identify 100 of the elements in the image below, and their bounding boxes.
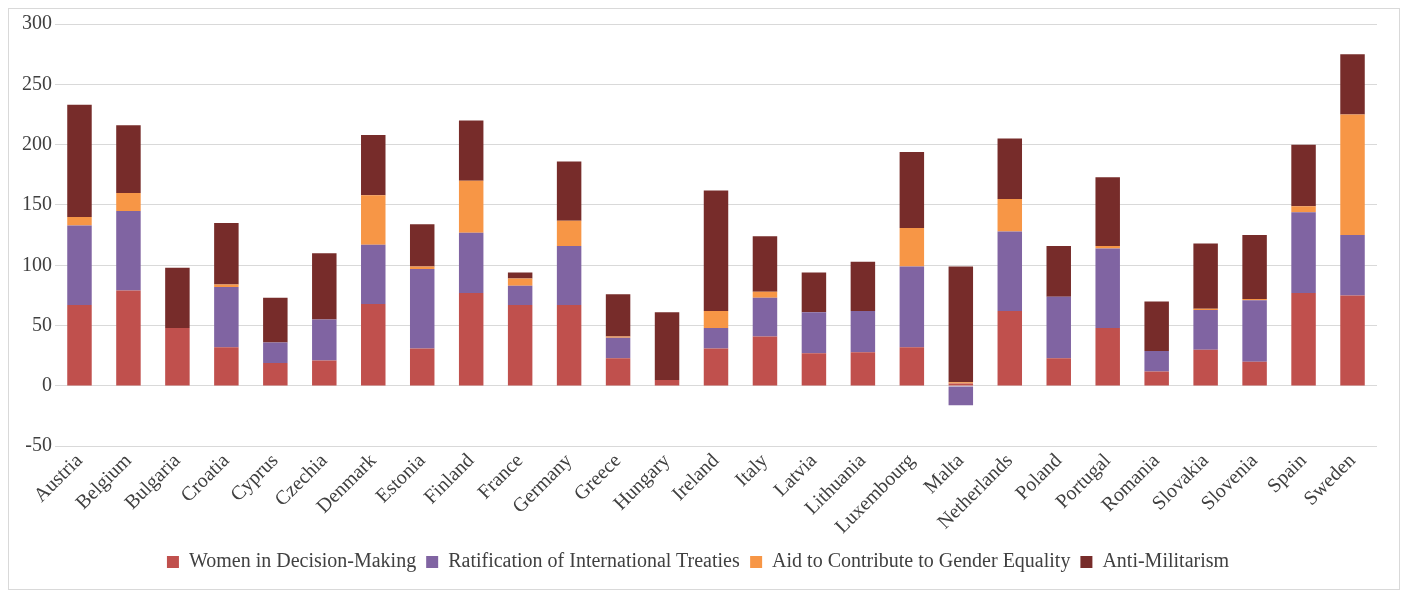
- bar: [1193, 349, 1218, 386]
- bar: [409, 268, 435, 349]
- bar: [1144, 371, 1169, 386]
- bar: [1242, 235, 1267, 300]
- legend-label: Aid to Contribute to Gender Equality: [772, 549, 1071, 573]
- bar: [899, 266, 925, 348]
- bar: [361, 303, 386, 386]
- legend-label: Anti-Militarism: [1102, 549, 1230, 572]
- bar: [1046, 358, 1071, 386]
- bar: [361, 195, 386, 245]
- y-tick-label: 250: [22, 71, 52, 94]
- bar: [556, 220, 582, 246]
- bar: [1144, 301, 1169, 351]
- bar: [654, 312, 680, 380]
- bar: [703, 348, 729, 386]
- bar: [1340, 114, 1365, 236]
- bar: [312, 360, 337, 386]
- bar: [752, 297, 778, 337]
- y-tick-label: 100: [22, 252, 52, 275]
- bar: [214, 286, 239, 348]
- bar: [752, 291, 778, 298]
- bar: [1340, 295, 1365, 386]
- bar: [948, 266, 974, 383]
- bar: [458, 293, 484, 386]
- bar: [997, 198, 1023, 232]
- bar: [214, 347, 239, 386]
- y-tick-label: 200: [22, 131, 52, 154]
- bar: [507, 285, 533, 306]
- bar: [1242, 300, 1267, 362]
- bar: [556, 305, 582, 386]
- bar: [263, 342, 288, 363]
- bar: [67, 225, 92, 306]
- bar: [312, 319, 337, 361]
- bar: [458, 120, 484, 181]
- bar: [801, 272, 827, 313]
- bar: [948, 386, 974, 406]
- bar: [165, 328, 190, 386]
- bar: [507, 278, 533, 286]
- bar: [850, 352, 876, 386]
- bar: [458, 180, 484, 233]
- y-tick-label: 300: [22, 11, 52, 34]
- bar: [116, 210, 141, 291]
- bar: [997, 138, 1023, 199]
- bar: [899, 347, 925, 386]
- y-tick-label: -50: [25, 433, 52, 456]
- bar: [67, 104, 92, 218]
- bar: [1291, 293, 1316, 386]
- bar: [263, 362, 288, 386]
- bar: [1291, 206, 1316, 213]
- bar: [1340, 235, 1365, 296]
- bar: [899, 151, 925, 228]
- bar: [556, 161, 582, 221]
- bar: [263, 297, 288, 343]
- bar: [1046, 245, 1071, 297]
- bar: [605, 337, 631, 359]
- bar: [1291, 212, 1316, 294]
- bar: [409, 348, 435, 386]
- bar: [409, 266, 435, 269]
- bar: [1193, 243, 1218, 309]
- bar: [361, 134, 386, 196]
- bar: [1144, 350, 1169, 372]
- bar: [67, 217, 92, 226]
- bar: [1095, 248, 1120, 329]
- bar: [507, 305, 533, 386]
- bar: [1095, 328, 1120, 386]
- bar: [1193, 309, 1218, 350]
- legend-label: Ratification of International Treaties: [448, 549, 740, 572]
- y-tick-label: 50: [32, 312, 52, 335]
- bar: [899, 227, 925, 267]
- y-tick-label: 0: [42, 373, 52, 396]
- bar: [1095, 177, 1120, 246]
- bar: [116, 192, 141, 211]
- bar: [116, 290, 141, 386]
- x-tick-label: Italy: [730, 448, 773, 491]
- bar: [409, 224, 435, 267]
- bar: [703, 311, 729, 329]
- bar: [801, 353, 827, 386]
- bar: [1340, 54, 1365, 115]
- legend-label: Women in Decision-Making: [188, 549, 417, 573]
- bar: [116, 125, 141, 193]
- bar: [850, 311, 876, 353]
- bar: [1046, 296, 1071, 359]
- bar: [605, 358, 631, 386]
- bar: [67, 305, 92, 386]
- bar: [165, 267, 190, 329]
- bar: [997, 311, 1023, 386]
- bar: [1242, 361, 1267, 386]
- bar: [361, 244, 386, 304]
- bar: [458, 232, 484, 294]
- bar: [850, 261, 876, 312]
- bar: [752, 236, 778, 292]
- bar: [556, 245, 582, 306]
- bar: [605, 294, 631, 337]
- bar: [752, 336, 778, 386]
- bar: [703, 190, 729, 312]
- bar: [312, 253, 337, 320]
- bar: [801, 312, 827, 354]
- bar: [214, 223, 239, 285]
- y-tick-label: 150: [22, 192, 52, 215]
- bar: [1291, 144, 1316, 207]
